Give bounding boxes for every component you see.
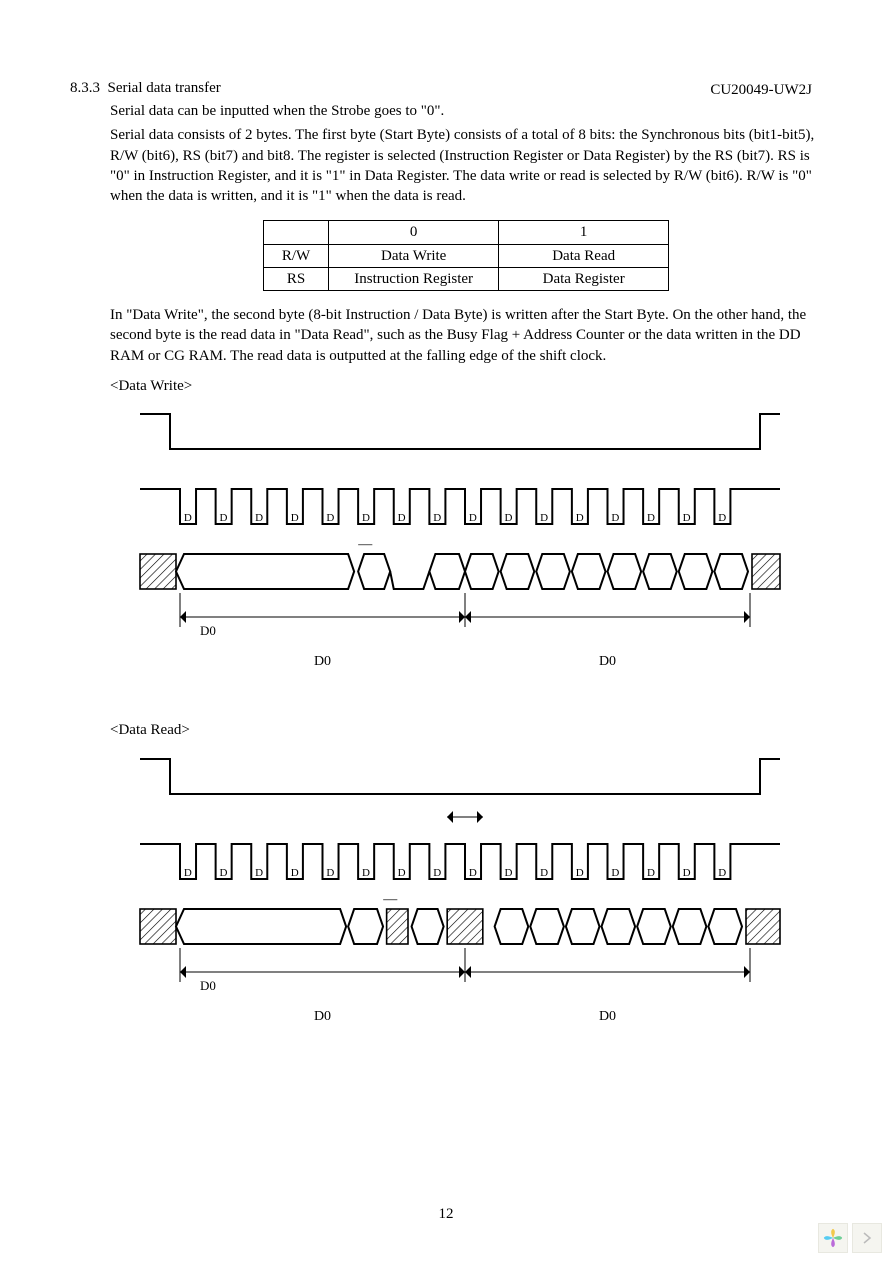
svg-text:D: D — [504, 867, 512, 879]
svg-text:D0: D0 — [200, 623, 216, 638]
paragraph-2: Serial data consists of 2 bytes. The fir… — [110, 125, 822, 206]
svg-text:D: D — [683, 512, 691, 524]
svg-text:D: D — [683, 867, 691, 879]
table-header-0: 0 — [329, 221, 499, 244]
svg-text:D: D — [647, 867, 655, 879]
next-page-button[interactable] — [852, 1223, 882, 1253]
svg-text:D: D — [540, 867, 548, 879]
table-cell: Data Write — [329, 244, 499, 267]
svg-text:D0: D0 — [314, 1009, 331, 1024]
svg-text:D: D — [326, 512, 334, 524]
svg-text:—: — — [382, 892, 398, 907]
svg-text:—: — — [357, 537, 373, 552]
svg-text:D: D — [433, 867, 441, 879]
svg-text:D0: D0 — [599, 654, 616, 669]
svg-text:D: D — [718, 512, 726, 524]
section-number: 8.3.3 — [70, 80, 100, 96]
data-write-label: <Data Write> — [110, 376, 822, 396]
svg-text:D: D — [184, 867, 192, 879]
svg-text:D: D — [398, 512, 406, 524]
svg-text:D: D — [184, 512, 192, 524]
table-cell: Data Register — [499, 267, 669, 290]
data-write-diagram: D D D D D D D D D D D D D D D D — D0 D0 D0 — [110, 404, 822, 700]
svg-text:D: D — [398, 867, 406, 879]
paragraph-1: Serial data can be inputted when the Str… — [110, 101, 822, 121]
svg-text:D: D — [291, 867, 299, 879]
svg-text:D0: D0 — [599, 1009, 616, 1024]
logo-icon — [818, 1223, 848, 1253]
section-title: Serial data transfer — [108, 80, 221, 96]
svg-text:D: D — [362, 867, 370, 879]
paragraph-3: In "Data Write", the second byte (8-bit … — [110, 305, 822, 366]
svg-text:D: D — [504, 512, 512, 524]
svg-text:D: D — [611, 512, 619, 524]
table-cell: R/W — [263, 244, 328, 267]
rw-rs-table: 0 1 R/W Data Write Data Read RS Instruct… — [263, 220, 669, 291]
table-cell: RS — [263, 267, 328, 290]
svg-text:D: D — [326, 867, 334, 879]
document-id: CU20049-UW2J — [710, 82, 812, 99]
page-number: 12 — [0, 1206, 892, 1223]
footer-widget — [818, 1223, 882, 1253]
svg-text:D: D — [576, 512, 584, 524]
section-heading: 8.3.3 Serial data transfer — [70, 80, 822, 97]
svg-text:D: D — [255, 867, 263, 879]
svg-text:D: D — [291, 512, 299, 524]
svg-text:D: D — [219, 512, 227, 524]
svg-text:D0: D0 — [314, 654, 331, 669]
svg-text:D: D — [362, 512, 370, 524]
table-header-blank — [263, 221, 328, 244]
table-cell: Data Read — [499, 244, 669, 267]
svg-text:D: D — [469, 512, 477, 524]
data-read-label: <Data Read> — [110, 720, 822, 740]
table-cell: Instruction Register — [329, 267, 499, 290]
table-header-1: 1 — [499, 221, 669, 244]
svg-text:D: D — [469, 867, 477, 879]
svg-text:D: D — [576, 867, 584, 879]
svg-text:D: D — [718, 867, 726, 879]
svg-text:D0: D0 — [200, 978, 216, 993]
svg-text:D: D — [219, 867, 227, 879]
svg-text:D: D — [647, 512, 655, 524]
svg-text:D: D — [611, 867, 619, 879]
svg-text:D: D — [540, 512, 548, 524]
data-read-diagram: D D D D D D D D D D D D D D D D — D0 D0 D0 — [110, 749, 822, 1065]
svg-text:D: D — [255, 512, 263, 524]
svg-text:D: D — [433, 512, 441, 524]
